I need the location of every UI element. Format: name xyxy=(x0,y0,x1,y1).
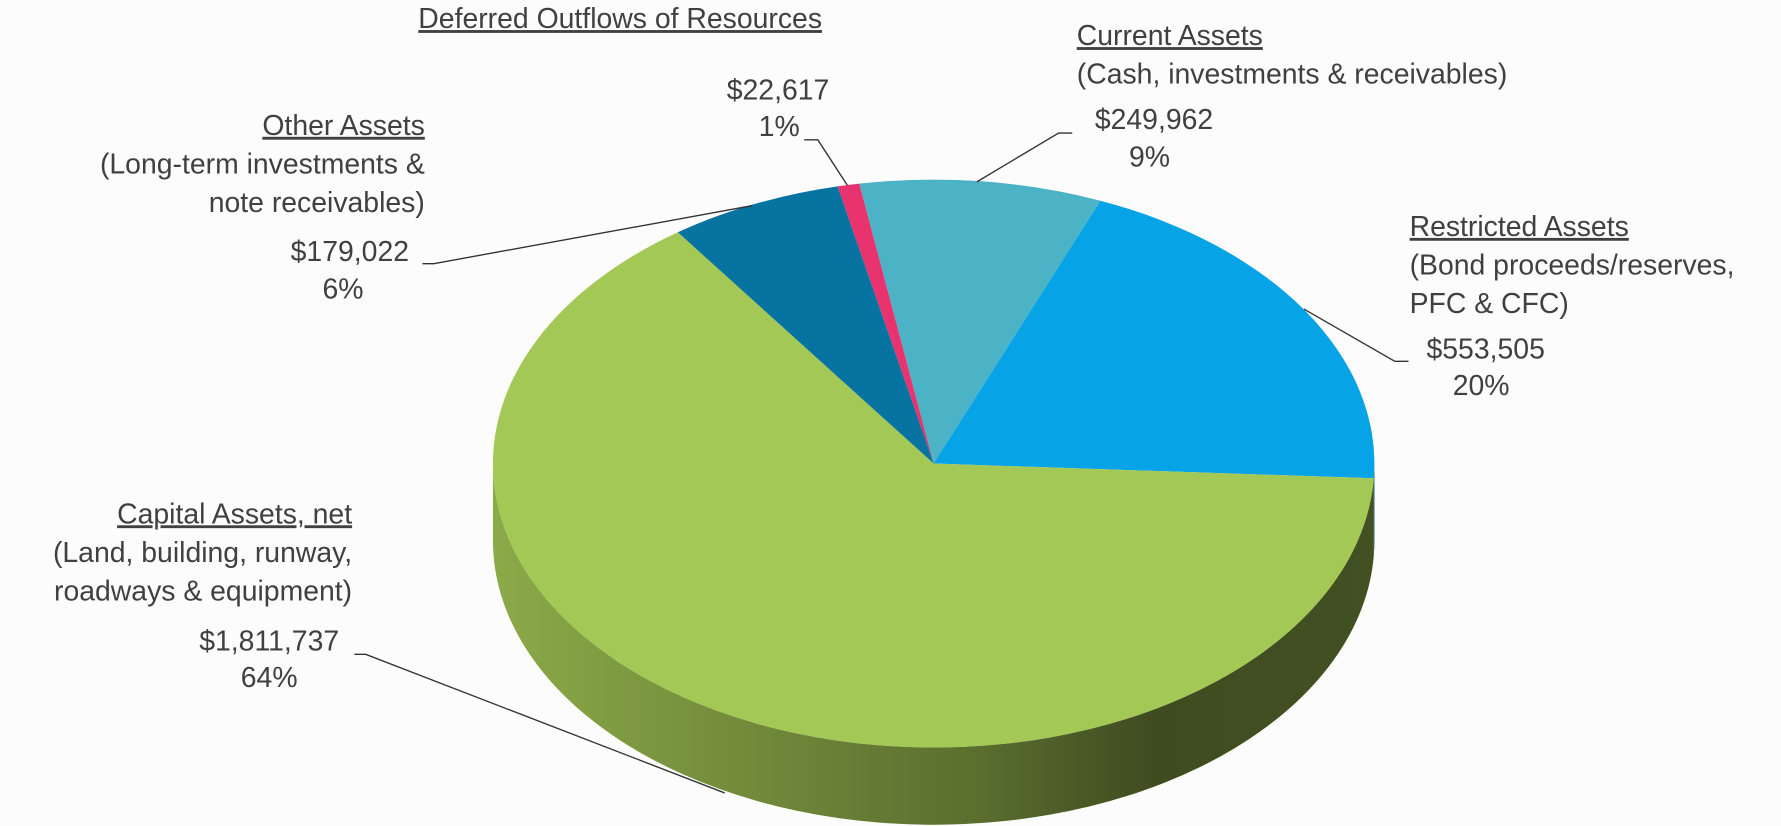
value-label: $179,022 xyxy=(291,236,409,268)
leader-line xyxy=(1303,308,1409,363)
slice xyxy=(677,186,934,464)
percent-label: 20% xyxy=(1453,370,1510,402)
slice xyxy=(492,232,1374,748)
category-label: Capital Assets, net xyxy=(117,498,352,530)
leader-line xyxy=(804,139,848,186)
category-description: PFC & CFC) xyxy=(1410,288,1569,320)
leader-line xyxy=(354,653,725,794)
pie-tops xyxy=(492,179,1375,748)
category-description: (Long-term investments & xyxy=(100,148,425,180)
pie-sides xyxy=(492,463,1375,825)
category-label: Restricted Assets xyxy=(1410,211,1629,243)
percent-label: 1% xyxy=(759,111,800,143)
value-label: $249,962 xyxy=(1095,104,1213,136)
category-label: Current Assets xyxy=(1077,20,1263,52)
value-label: $22,617 xyxy=(727,75,830,107)
value-label: $1,811,737 xyxy=(199,626,339,658)
category-description: roadways & equipment) xyxy=(54,576,352,608)
slice xyxy=(859,179,1101,464)
category-description: (Cash, investments & receivables) xyxy=(1077,59,1508,91)
slice xyxy=(933,200,1375,479)
percent-label: 9% xyxy=(1129,142,1170,174)
value-label: $553,505 xyxy=(1427,334,1545,366)
percent-label: 64% xyxy=(241,662,298,694)
category-description: note receivables) xyxy=(209,187,425,219)
category-description: (Bond proceeds/reserves, xyxy=(1410,250,1735,282)
percent-label: 6% xyxy=(323,273,364,305)
category-description: (Land, building, runway, xyxy=(53,537,352,569)
slice-side-shade xyxy=(1373,463,1375,556)
leader-line xyxy=(422,205,753,265)
leader-line xyxy=(976,132,1073,183)
slice xyxy=(837,183,934,464)
slice-side-shade xyxy=(492,463,1374,825)
leader-lines xyxy=(354,132,1409,794)
category-label: Deferred Outflows of Resources xyxy=(418,3,822,35)
category-label: Other Assets xyxy=(262,110,424,142)
